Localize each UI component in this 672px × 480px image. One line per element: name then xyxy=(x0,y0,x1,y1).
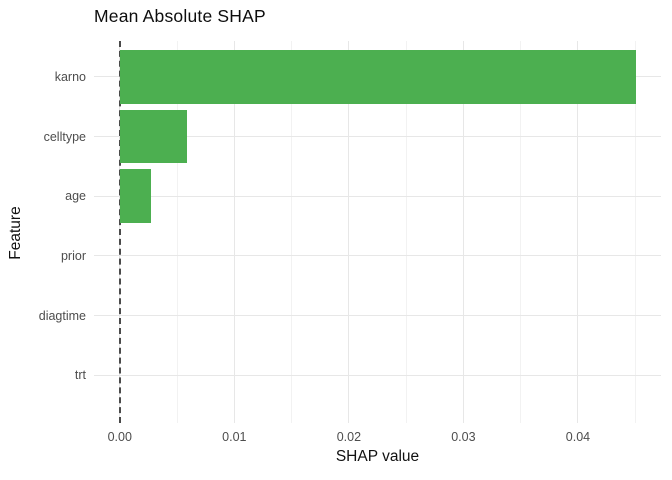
x-tick-label: 0.04 xyxy=(565,430,591,444)
chart-title: Mean Absolute SHAP xyxy=(94,6,266,26)
bar-age xyxy=(119,169,151,224)
bar-karno xyxy=(119,49,637,104)
y-tick-label-trt: trt xyxy=(74,368,86,383)
gridline-vertical-minor xyxy=(520,41,522,423)
gridline-vertical-minor xyxy=(634,41,636,423)
gridline-horizontal-major xyxy=(94,255,661,257)
y-tick-label-prior: prior xyxy=(60,248,86,263)
y-tick-label-diagtime: diagtime xyxy=(38,308,86,323)
plot-panel xyxy=(94,41,661,423)
y-tick-label-karno: karno xyxy=(54,69,86,84)
x-tick-label: 0.02 xyxy=(336,430,362,444)
x-tick-label: 0.03 xyxy=(451,430,476,444)
x-tick-label: 0.01 xyxy=(222,430,247,444)
x-tick-label: 0.00 xyxy=(107,430,132,444)
gridline-vertical-major xyxy=(577,41,579,423)
gridline-horizontal-major xyxy=(94,315,661,317)
gridline-vertical-major xyxy=(348,41,350,423)
gridline-vertical-minor xyxy=(291,41,293,423)
y-tick-label-age: age xyxy=(65,189,86,204)
gridline-vertical-major xyxy=(233,41,235,423)
x-axis-title: SHAP value xyxy=(335,448,420,465)
gridline-horizontal-major xyxy=(94,136,661,137)
zero-reference-line xyxy=(118,41,121,423)
gridline-horizontal-major xyxy=(94,195,661,197)
gridline-horizontal-major xyxy=(94,374,661,376)
gridline-vertical-major xyxy=(462,41,464,423)
bar-celltype xyxy=(119,109,188,164)
gridline-vertical-minor xyxy=(405,41,407,423)
gridline-vertical-minor xyxy=(176,41,178,423)
y-axis-title: Feature xyxy=(7,206,24,260)
y-tick-label-celltype: celltype xyxy=(43,129,86,144)
